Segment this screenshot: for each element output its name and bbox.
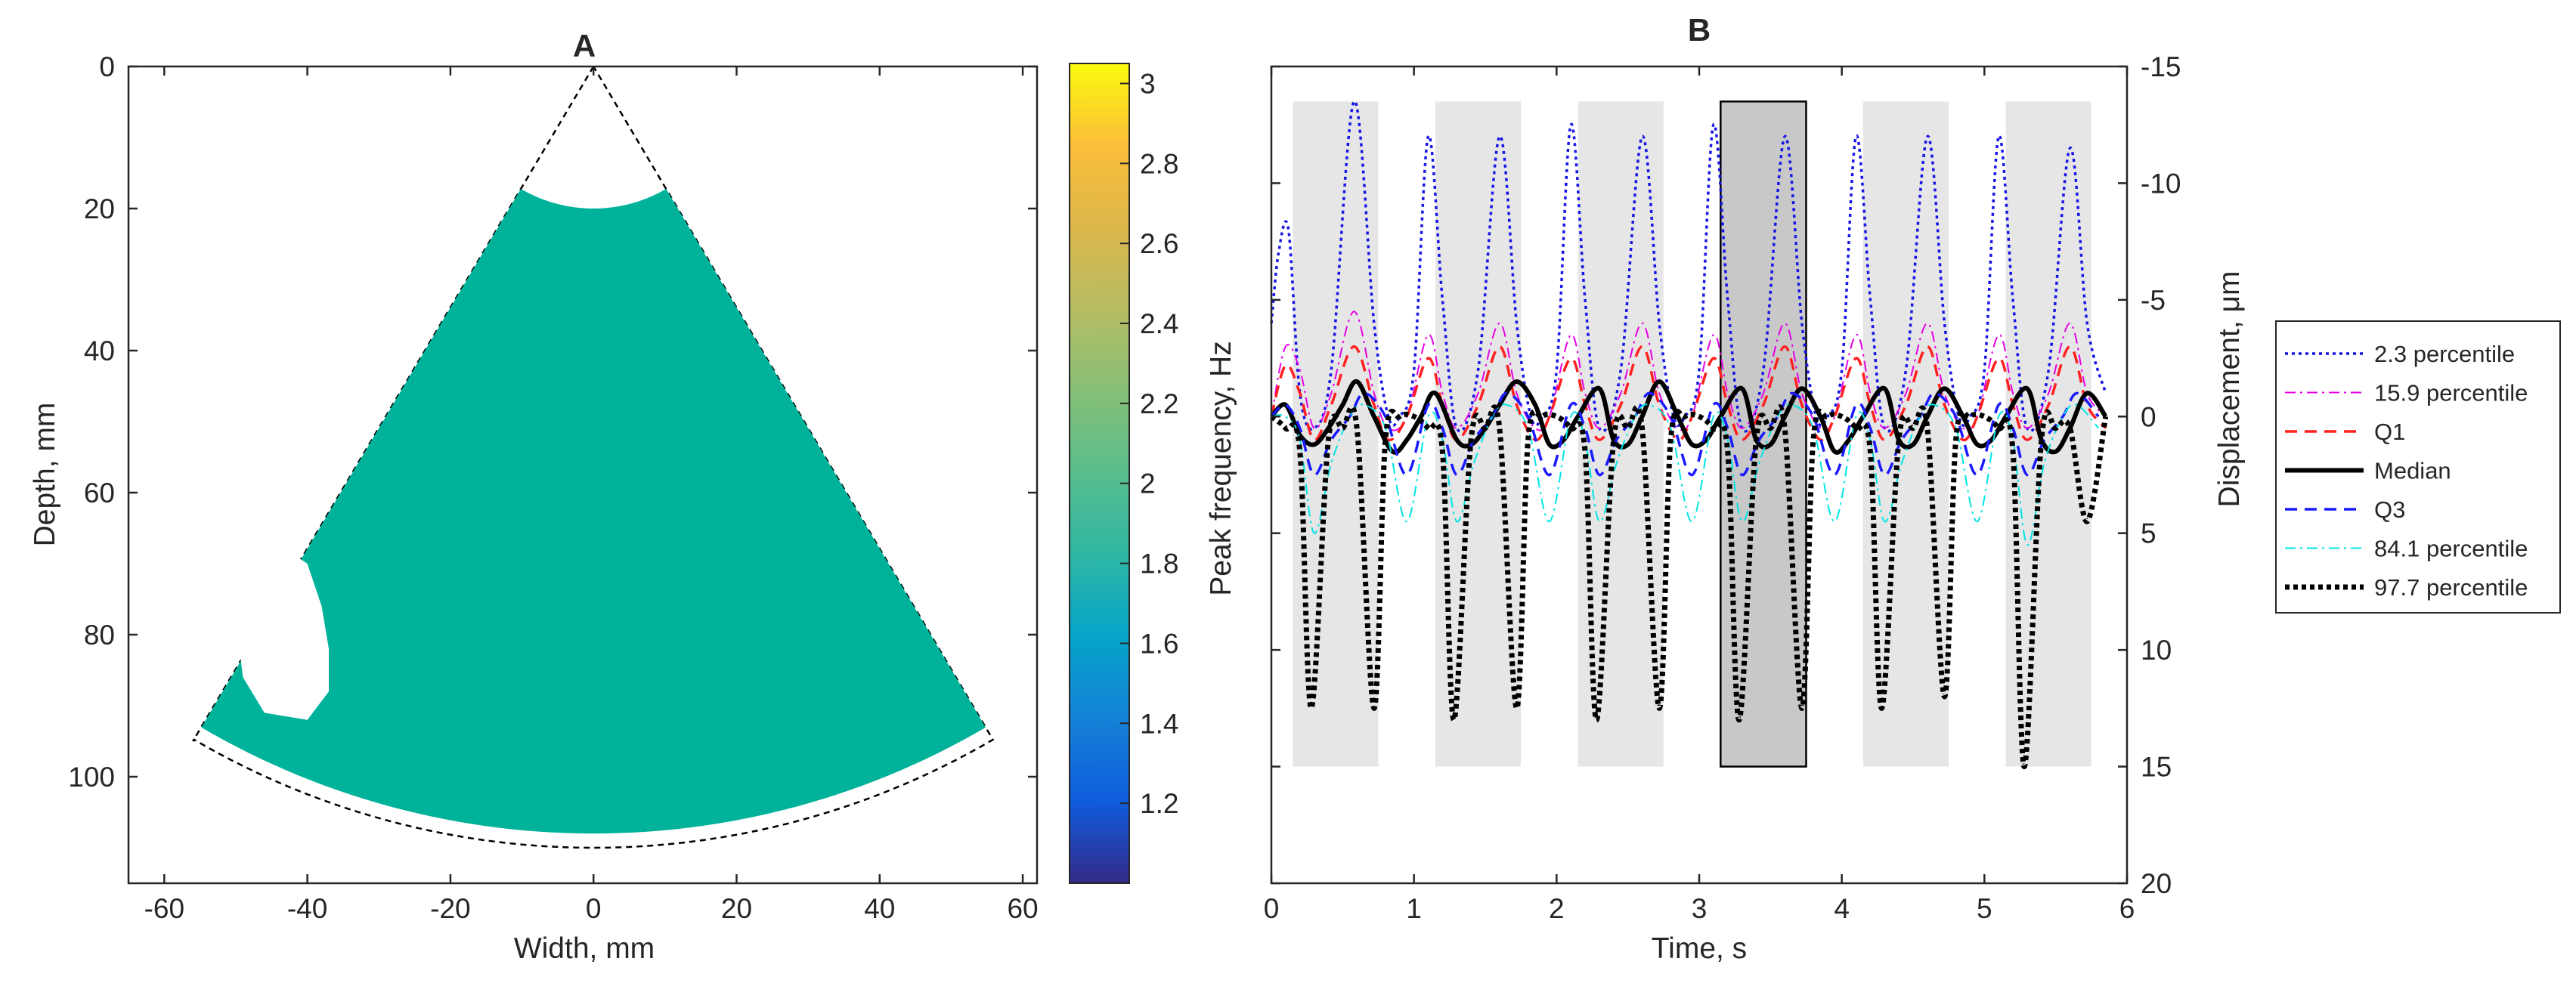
- panel-b-xtick-label: 1: [1406, 893, 1422, 924]
- panel-b-xtick-label: 2: [1549, 893, 1565, 924]
- legend-label-7: 97.7 percentile: [2374, 574, 2528, 601]
- legend-box: [2275, 320, 2561, 614]
- panel-b-ytick-label: -15: [2141, 51, 2181, 82]
- colorbar-tick-label: 3: [1140, 68, 1156, 99]
- panel-a-xtick-label: 60: [1007, 893, 1038, 924]
- panel-b-ytick-label: 15: [2141, 752, 2172, 783]
- panel-b-title: B: [1688, 12, 1711, 48]
- colorbar-tick-label: 2: [1140, 468, 1156, 499]
- colorbar-tick-label: 2.8: [1140, 148, 1178, 179]
- panel-a-ytick-label: 100: [68, 762, 115, 793]
- legend-label-3: Q1: [2374, 419, 2405, 445]
- legend-label-2: 15.9 percentile: [2374, 380, 2528, 406]
- colorbar-tick-label: 1.6: [1140, 628, 1178, 659]
- panel-a-axes-box: [127, 65, 1039, 885]
- colorbar-tick-label: 2.4: [1140, 308, 1178, 339]
- panel-a-ytick-label: 60: [84, 478, 115, 509]
- panel-a-ytick-label: 20: [84, 193, 115, 224]
- panel-b-ytick-label: 20: [2141, 868, 2172, 899]
- series-line-6: [1271, 403, 2100, 546]
- colorbar-label: Peak frequency, Hz: [1205, 341, 1237, 595]
- panel-b: 0 1 2 3 4 5 6 -15 -10 -5 0 5 10 15 20 B Time, s Displa…: [1264, 12, 2246, 965]
- series-line-7: [1269, 404, 2109, 770]
- panel-b-ytick-label: 5: [2141, 518, 2156, 549]
- colorbar-tick-label: 2.6: [1140, 228, 1178, 259]
- panel-b-ticks: 0 1 2 3 4 5 6 -15 -10 -5 0 5 10 15 20: [1264, 51, 2181, 924]
- panel-a: -60 -40 -20 0 20 40 60 0 20 40 60 80 100 A Width, mm…: [29, 28, 1039, 965]
- colorbar-tick-label: 1.2: [1140, 788, 1178, 819]
- panel-a-xtick-label: -20: [430, 893, 470, 924]
- panel-a-xtick-label: 0: [586, 893, 602, 924]
- legend-label-4: Median: [2374, 458, 2451, 484]
- panel-b-plot-background: [1271, 66, 2127, 883]
- panel-a-ytick-label: 80: [84, 620, 115, 651]
- panel-a-ytick-label: 0: [99, 51, 115, 82]
- colorbar-ticks: 1.2 1.4 1.6 1.8 2 2.2 2.4 2.6 2.8 3: [1120, 68, 1178, 819]
- panel-b-ytick-label: -10: [2141, 168, 2181, 199]
- legend-items: 2.3 percentile 15.9 percentile Q1 Median Q3 8…: [2285, 341, 2528, 601]
- fov-outline: [192, 66, 995, 849]
- panel-a-xtick-label: -40: [287, 893, 327, 924]
- series-line-4: [1269, 379, 2108, 455]
- legend-label-6: 84.1 percentile: [2374, 536, 2528, 562]
- panel-b-xtick-label: 0: [1264, 893, 1280, 924]
- panel-a-xtick-label: -60: [144, 893, 184, 924]
- panel-a-ylabel: Depth, mm: [29, 403, 61, 547]
- fov-fill: [201, 188, 986, 834]
- panel-a-xlabel: Width, mm: [514, 932, 655, 965]
- panel-b-ytick-label: 10: [2141, 635, 2172, 666]
- panel-b-xlabel: Time, s: [1652, 932, 1747, 965]
- series-line-5: [1270, 391, 2100, 477]
- panel-b-xtick-label: 4: [1834, 893, 1850, 924]
- panel-a-xtick-label: 40: [864, 893, 895, 924]
- panel-b-xtick-label: 3: [1692, 893, 1708, 924]
- fov-missing-region: [235, 549, 330, 720]
- colorbar-gradient: [1069, 63, 1130, 884]
- colorbar-tick-label: 1.8: [1140, 549, 1178, 580]
- panel-b-xtick-label: 6: [2119, 893, 2135, 924]
- panel-a-ticks: -60 -40 -20 0 20 40 60 0 20 40 60 80 100: [68, 51, 1038, 924]
- panel-b-series: [1269, 100, 2109, 770]
- panel-a-xtick-label: 20: [721, 893, 752, 924]
- panel-b-ylabel: Displacement, μm: [2213, 271, 2246, 508]
- legend-label-1: 2.3 percentile: [2374, 341, 2515, 367]
- colorbar: 1.2 1.4 1.6 1.8 2 2.2 2.4 2.6 2.8 3 Peak frequenc…: [1069, 63, 1237, 884]
- legend-label-5: Q3: [2374, 496, 2405, 523]
- panel-a-ytick-label: 40: [84, 335, 115, 366]
- legend: 2.3 percentile 15.9 percentile Q1 Median Q3 8…: [2275, 320, 2561, 614]
- panel-b-ytick-label: 0: [2141, 401, 2156, 432]
- panel-b-ytick-label: -5: [2141, 285, 2166, 316]
- colorbar-tick-label: 1.4: [1140, 708, 1178, 739]
- shaded-interval-6: [2005, 101, 2091, 767]
- panel-a-field-of-view: [192, 66, 995, 849]
- panel-a-title: A: [573, 28, 596, 63]
- panel-b-xtick-label: 5: [1977, 893, 1992, 924]
- colorbar-tick-label: 2.2: [1140, 388, 1178, 419]
